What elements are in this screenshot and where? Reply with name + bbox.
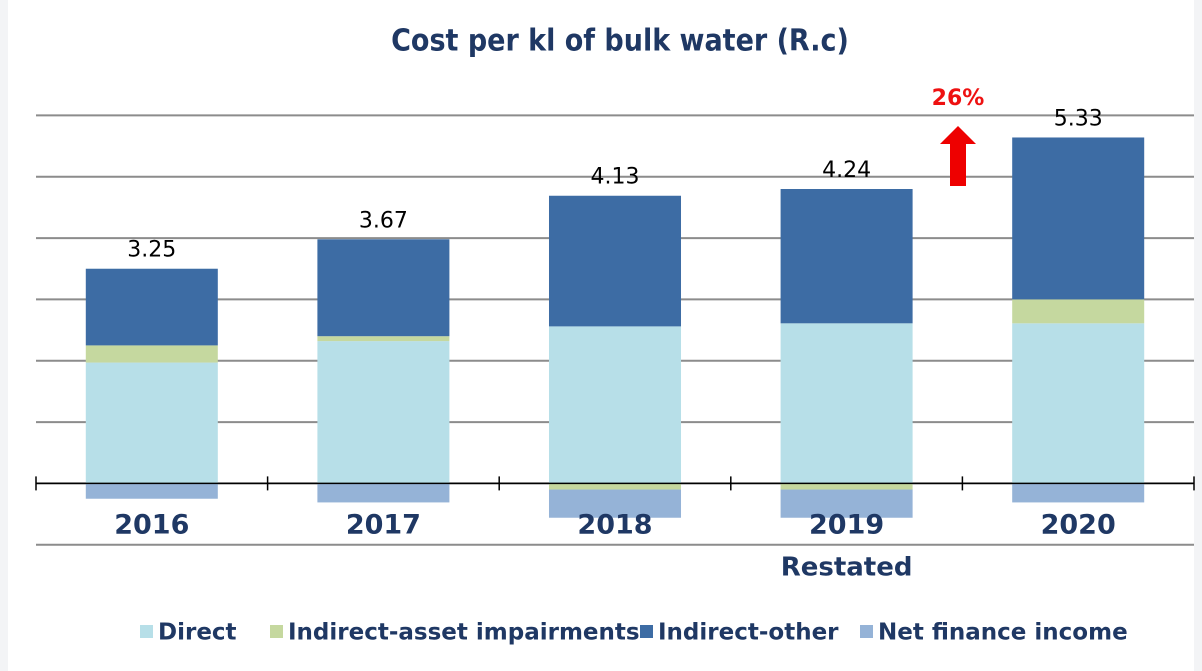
x-tick-label: 2020	[1041, 510, 1116, 541]
legend-swatch	[270, 625, 283, 638]
bar-segment	[1012, 483, 1145, 503]
total-label: 3.67	[359, 208, 408, 233]
restated-note: Restated	[781, 553, 913, 583]
legend-label: Indirect-asset impairments	[288, 620, 640, 646]
x-tick-label: 2016	[114, 510, 189, 541]
legend-swatch	[140, 625, 153, 638]
bar-segment	[317, 483, 450, 503]
bar-segment	[317, 239, 450, 337]
bar-segment	[85, 362, 218, 484]
bar-segment	[85, 483, 218, 499]
legend-swatch	[640, 625, 653, 638]
legend-label: Indirect-other	[658, 620, 839, 646]
bar-segment	[317, 336, 450, 342]
total-label: 4.13	[591, 165, 640, 190]
growth-label: 26%	[932, 86, 985, 111]
total-label: 3.25	[127, 238, 176, 263]
chart-title: Cost per kl of bulk water (R.c)	[391, 24, 849, 59]
bar-segment	[780, 323, 913, 484]
bar-segment	[548, 489, 682, 518]
growth-arrow	[940, 126, 976, 186]
legend-label: Net finance income	[878, 620, 1128, 646]
x-tick-label: 2019	[809, 510, 884, 541]
x-tick-label: 2018	[577, 510, 652, 541]
bar-segment	[317, 341, 450, 484]
legend-swatch	[860, 625, 873, 638]
bar-segment	[1012, 323, 1145, 484]
legend-label: Direct	[158, 620, 237, 646]
legend: Direct Indirect-asset impairments Indirect…	[140, 620, 1128, 646]
bar-segment	[780, 489, 913, 518]
bar-segment	[780, 483, 913, 490]
x-tick-label: 2017	[346, 510, 421, 541]
total-label: 4.24	[822, 158, 871, 183]
bar-segment	[1012, 137, 1145, 300]
total-label: 5.33	[1054, 106, 1103, 131]
bar-segment	[780, 189, 913, 324]
bar-segment	[548, 483, 682, 490]
bar-segment	[1012, 299, 1145, 324]
bar-segment	[85, 268, 218, 346]
bar-segment	[548, 326, 682, 484]
bar-segment	[85, 345, 218, 363]
bar-segment	[548, 195, 682, 327]
